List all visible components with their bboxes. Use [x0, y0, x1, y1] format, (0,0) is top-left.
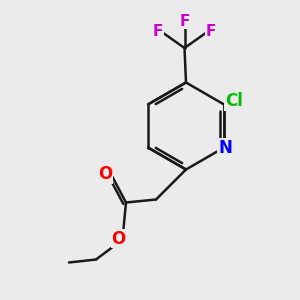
Text: N: N [218, 139, 232, 157]
Text: F: F [206, 24, 216, 39]
Text: O: O [111, 230, 126, 247]
Text: Cl: Cl [225, 92, 243, 110]
Text: O: O [98, 165, 112, 183]
Text: F: F [179, 14, 190, 28]
Text: F: F [153, 24, 163, 39]
